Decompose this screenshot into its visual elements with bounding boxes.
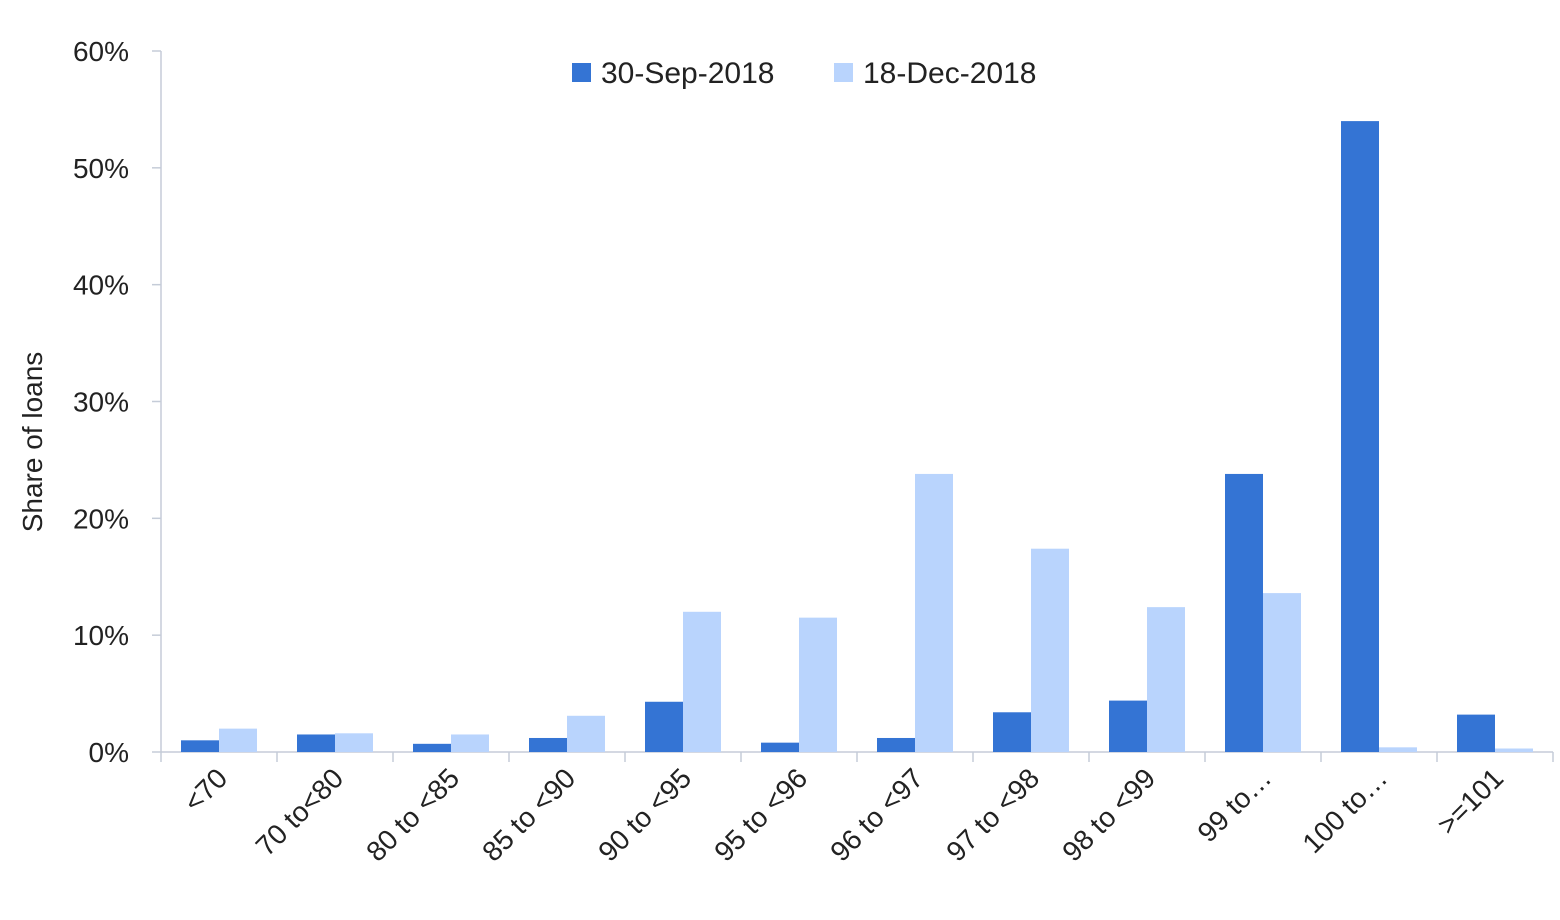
bar-sep-4 [645,701,683,752]
x-tick-label: 96 to <97 [824,762,929,867]
legend-swatch [834,63,853,82]
bar-dec-8 [1147,607,1185,752]
x-tick-label: 98 to <99 [1056,762,1161,867]
bar-dec-5 [799,617,837,752]
legend-label: 30-Sep-2018 [601,57,774,90]
y-axis: 0% 10% 20% 30% 40% 50% 60% [73,36,162,768]
legend: 30-Sep-2018 18-Dec-2018 [572,57,1036,90]
bar-dec-0 [219,728,257,752]
bars [181,121,1533,753]
bar-dec-11 [1495,748,1533,752]
bar-sep-3 [529,737,567,752]
bar-dec-1 [335,733,373,752]
bar-dec-9 [1263,593,1301,752]
y-tick-label: 50% [73,153,129,184]
bar-dec-3 [567,715,605,752]
y-tick-label: 20% [73,503,129,534]
y-tick-label: 30% [73,387,129,418]
y-tick-label: 0% [89,737,129,768]
bar-sep-6 [877,737,915,752]
bar-sep-0 [181,740,219,752]
bar-dec-4 [683,611,721,752]
bar-sep-5 [761,742,799,752]
bar-sep-8 [1109,700,1147,752]
x-axis: <70 70 to<80 80 to <85 85 to <90 90 to <95 95… [160,751,1554,867]
x-tick-label: >=101 [1431,762,1509,840]
y-tick-label: 10% [73,620,129,651]
x-tick-label: 90 to <95 [592,762,697,867]
legend-label: 18-Dec-2018 [863,57,1036,90]
bar-dec-6 [915,473,953,752]
bar-sep-2 [413,743,451,752]
x-tick-label: 95 to <96 [708,762,813,867]
y-axis-title: Share of loans [17,352,48,533]
x-tick-label: 97 to <98 [940,762,1045,867]
x-tick-label: 80 to <85 [360,762,465,867]
y-tick-label: 60% [73,36,129,67]
legend-swatch [572,63,591,82]
x-tick-label: 100 to… [1296,762,1393,859]
x-tick-label: 99 to… [1191,762,1277,848]
bar-dec-2 [451,734,489,752]
x-tick-label: <70 [178,762,234,818]
x-tick-label: 70 to<80 [250,762,350,862]
bar-sep-11 [1457,714,1495,752]
x-tick-label: 85 to <90 [476,762,581,867]
bar-dec-7 [1031,548,1069,752]
bar-sep-7 [993,712,1031,752]
bar-dec-10 [1379,747,1417,752]
bar-sep-9 [1225,473,1263,752]
bar-sep-10 [1341,121,1379,753]
y-tick-label: 40% [73,270,129,301]
bar-sep-1 [297,734,335,752]
